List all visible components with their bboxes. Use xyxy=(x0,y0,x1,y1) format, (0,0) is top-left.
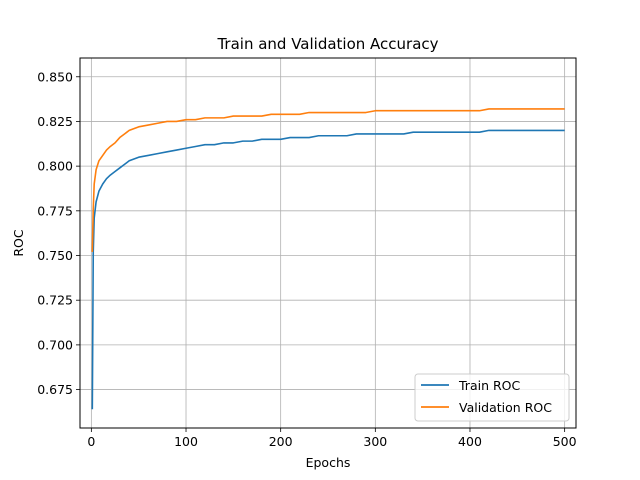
legend-label-validation: Validation ROC xyxy=(459,400,552,415)
x-tick-label: 500 xyxy=(553,434,577,449)
y-tick-label: 0.675 xyxy=(37,382,73,397)
y-tick-label: 0.775 xyxy=(37,203,73,218)
legend-frame xyxy=(414,373,570,422)
y-tick-label: 0.825 xyxy=(37,114,73,129)
legend: Train ROC Validation ROC xyxy=(414,373,570,422)
grid-layer xyxy=(80,58,576,428)
x-tick-label: 300 xyxy=(363,434,387,449)
x-tick-label: 100 xyxy=(174,434,198,449)
y-tick-label: 0.700 xyxy=(37,337,73,352)
legend-label-train: Train ROC xyxy=(458,378,520,393)
x-tick-label: 0 xyxy=(87,434,95,449)
tick-layer: 0 100 200 300 400 500 0.675 0.700 0.725 0.750 0.77… xyxy=(37,69,576,449)
x-tick-label: 200 xyxy=(269,434,293,449)
x-axis-title: Epochs xyxy=(306,455,351,470)
series-layer xyxy=(91,108,565,410)
y-axis-title: ROC xyxy=(11,229,26,257)
chart-title: Train and Validation Accuracy xyxy=(216,35,438,53)
series-line-train-roc xyxy=(91,129,565,410)
y-tick-label: 0.750 xyxy=(37,248,73,263)
x-tick-label: 400 xyxy=(458,434,482,449)
y-tick-label: 0.800 xyxy=(37,159,73,174)
y-tick-label: 0.850 xyxy=(37,69,73,84)
plot-area-frame xyxy=(79,57,577,429)
y-tick-label: 0.725 xyxy=(37,293,73,308)
series-line-validation-roc xyxy=(91,108,565,252)
